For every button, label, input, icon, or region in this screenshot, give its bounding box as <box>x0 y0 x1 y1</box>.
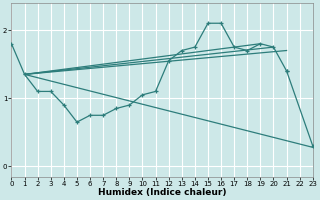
X-axis label: Humidex (Indice chaleur): Humidex (Indice chaleur) <box>98 188 226 197</box>
